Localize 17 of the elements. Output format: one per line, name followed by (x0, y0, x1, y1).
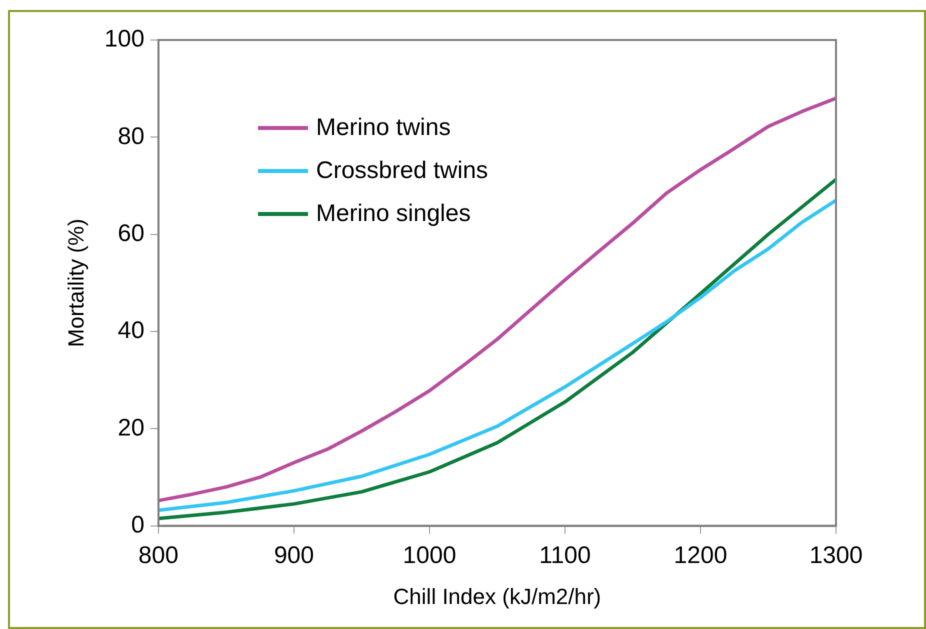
legend-label: Crossbred twins (316, 156, 488, 184)
y-tick-label: 40 (118, 317, 144, 344)
legend-label: Merino singles (316, 200, 471, 228)
x-tick-label: 1000 (402, 542, 456, 569)
y-tick-label: 20 (118, 414, 144, 442)
y-tick-label: 80 (118, 122, 144, 150)
y-tick-label: 100 (104, 26, 144, 53)
legend-label: Merino twins (316, 114, 451, 142)
y-axis-title: Mortaility (%) (63, 218, 88, 348)
y-tick-label: 60 (118, 220, 144, 247)
x-tick-label: 1100 (539, 542, 591, 569)
x-axis-title: Chill Index (kJ/m2/hr) (393, 584, 602, 609)
y-tick-label: 0 (131, 511, 144, 538)
x-tick-label: 800 (138, 542, 178, 569)
x-tick-label: 1300 (809, 542, 863, 569)
x-tick-label: 1200 (674, 542, 728, 569)
x-tick-label: 900 (274, 542, 314, 569)
